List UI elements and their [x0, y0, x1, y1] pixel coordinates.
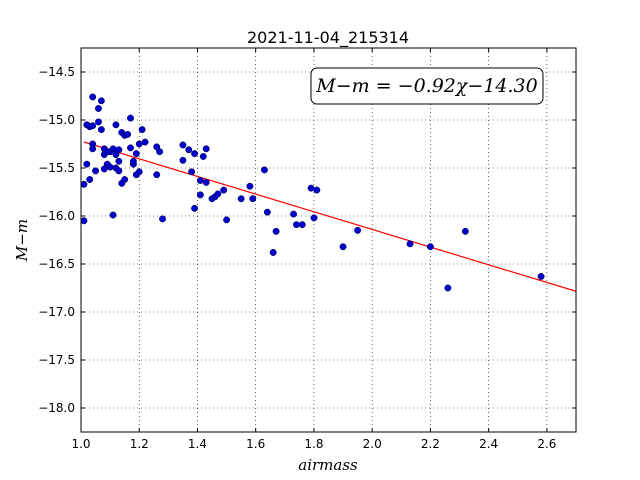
data-point — [272, 227, 280, 235]
data-points — [81, 93, 545, 292]
data-point — [196, 177, 204, 184]
x-tick-label: 1.8 — [304, 437, 323, 451]
data-point — [115, 157, 123, 165]
data-point — [339, 243, 347, 251]
data-point — [293, 221, 300, 229]
x-tick-label: 2.6 — [537, 437, 556, 451]
data-point — [185, 146, 193, 154]
y-tick-label: −18.0 — [38, 401, 75, 415]
data-point — [263, 208, 271, 216]
data-point — [138, 126, 146, 134]
data-point — [220, 186, 228, 194]
data-point — [188, 168, 196, 176]
y-tick-label: −14.5 — [38, 65, 75, 79]
x-tick-label: 1.6 — [246, 437, 265, 451]
data-point — [115, 146, 123, 154]
data-point — [354, 226, 362, 234]
data-point — [86, 176, 94, 183]
data-point — [191, 150, 199, 158]
data-point — [290, 210, 298, 218]
data-point — [426, 243, 434, 251]
data-point — [97, 97, 105, 105]
y-tick-label: −15.0 — [38, 113, 75, 127]
x-tick-label: 1.4 — [188, 437, 207, 451]
data-point — [97, 126, 105, 134]
data-point — [156, 148, 164, 156]
data-point — [127, 114, 134, 122]
data-point — [129, 157, 137, 165]
data-point — [310, 214, 318, 222]
annotation-box — [310, 67, 544, 105]
data-point — [260, 166, 268, 174]
axis-ticks — [80, 48, 576, 432]
data-point — [121, 176, 129, 183]
x-tick-label: 2.0 — [363, 437, 382, 451]
data-point — [191, 204, 199, 212]
fit-line — [83, 141, 576, 292]
data-point — [537, 273, 545, 280]
x-tick-label: 1.2 — [130, 437, 149, 451]
data-point — [109, 145, 117, 153]
plot-frame — [80, 47, 577, 433]
data-point — [141, 138, 149, 146]
y-tick-label: −17.5 — [38, 353, 75, 367]
data-point — [95, 105, 102, 112]
y-tick-label: −16.0 — [38, 209, 75, 223]
data-point — [159, 215, 166, 223]
tick-labels: 1.0 1.2 1.4 1.6 1.8 2.0 2.2 2.4 2.6 −14.5 −15.0 −15… — [38, 65, 556, 451]
data-point — [269, 249, 277, 256]
data-point — [95, 118, 102, 126]
data-point — [179, 141, 187, 149]
data-point — [132, 150, 140, 158]
fit-line-group — [83, 141, 576, 292]
data-point — [92, 167, 100, 175]
fit-annotation: M−m = −0.92χ−14.30 — [310, 67, 544, 105]
data-point — [115, 167, 123, 175]
x-tick-label: 2.2 — [421, 437, 440, 451]
data-point — [106, 163, 114, 171]
chart-title: 2021-11-04_215314 — [247, 28, 409, 48]
y-tick-label: −15.5 — [38, 161, 75, 175]
data-point — [444, 284, 452, 292]
data-point — [89, 93, 97, 101]
data-point — [109, 211, 117, 219]
data-point — [214, 190, 222, 198]
y-tick-label: −17.0 — [38, 305, 75, 319]
data-point — [202, 178, 210, 186]
data-point — [89, 122, 97, 130]
y-tick-label: −16.5 — [38, 257, 75, 271]
data-point — [307, 184, 315, 192]
data-point — [237, 195, 245, 203]
data-point — [406, 240, 414, 248]
data-point — [202, 145, 210, 153]
data-point — [313, 186, 321, 194]
y-axis-label: M−m — [13, 219, 31, 262]
data-point — [135, 140, 143, 148]
data-point — [135, 168, 143, 176]
x-tick-label: 2.4 — [479, 437, 498, 451]
data-point — [81, 180, 88, 188]
annotation-text: M−m = −0.92χ−14.30 — [315, 75, 537, 97]
data-point — [461, 227, 469, 235]
data-point — [153, 171, 161, 179]
data-point — [124, 130, 132, 138]
data-point — [127, 144, 134, 152]
x-axis-label: airmass — [298, 456, 358, 474]
data-point — [223, 216, 231, 224]
data-point — [249, 195, 257, 203]
data-point — [298, 221, 306, 229]
data-point — [179, 156, 187, 164]
data-point — [81, 217, 88, 225]
data-point — [199, 153, 207, 160]
data-point — [196, 191, 204, 199]
data-point — [89, 145, 97, 153]
grid-lines — [80, 48, 576, 432]
data-point — [246, 182, 254, 190]
data-point — [83, 160, 91, 168]
x-tick-label: 1.0 — [71, 437, 90, 451]
data-point — [112, 121, 120, 129]
